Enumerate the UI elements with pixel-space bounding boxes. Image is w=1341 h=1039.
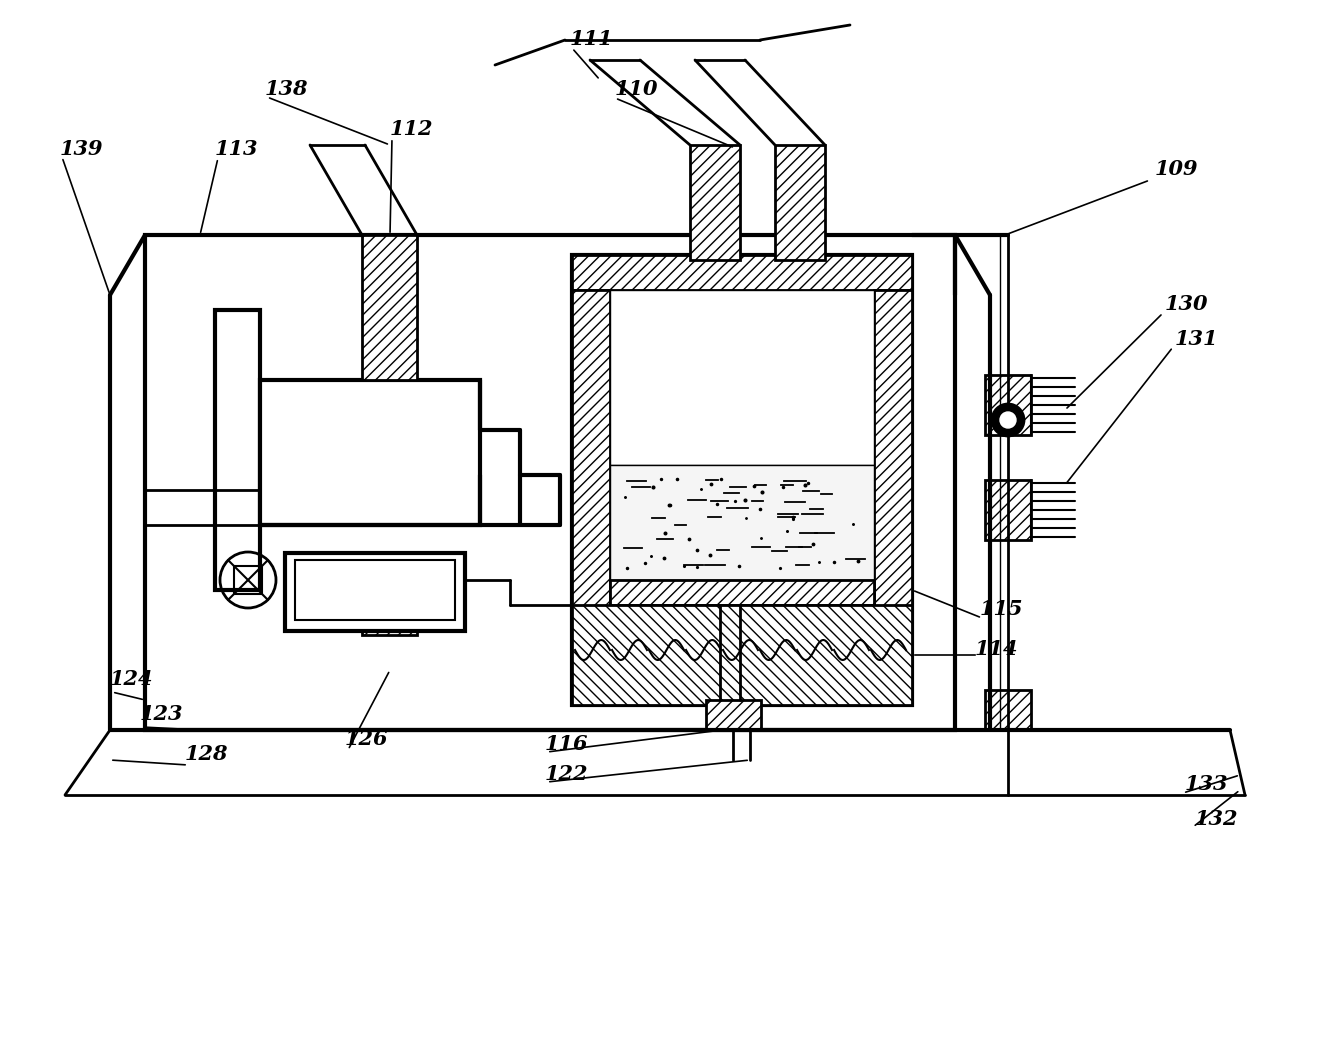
Bar: [775, 145, 825, 260]
Bar: [145, 235, 955, 730]
Text: 133: 133: [1185, 774, 1228, 794]
Text: 130: 130: [1165, 294, 1208, 314]
Text: 126: 126: [345, 729, 389, 749]
Text: 139: 139: [60, 139, 103, 159]
Text: 132: 132: [1195, 809, 1239, 829]
Text: 112: 112: [390, 119, 433, 139]
Bar: [573, 255, 912, 290]
Circle shape: [1000, 412, 1016, 428]
Bar: [610, 290, 874, 465]
Circle shape: [992, 404, 1025, 436]
Text: 110: 110: [616, 79, 658, 99]
Bar: [215, 310, 260, 590]
Bar: [286, 553, 465, 631]
Bar: [986, 375, 1031, 435]
Text: 131: 131: [1175, 329, 1219, 349]
Text: 124: 124: [110, 669, 153, 689]
Text: 138: 138: [266, 79, 308, 99]
Text: 123: 123: [139, 704, 184, 724]
Bar: [610, 465, 874, 580]
Bar: [362, 235, 417, 380]
Text: 116: 116: [544, 734, 589, 754]
Bar: [874, 290, 912, 635]
Bar: [362, 590, 417, 635]
Bar: [573, 290, 610, 635]
Bar: [610, 580, 874, 605]
Bar: [573, 605, 912, 705]
Text: 122: 122: [544, 764, 589, 784]
Text: 111: 111: [570, 29, 613, 49]
Bar: [573, 255, 912, 705]
Bar: [260, 380, 480, 525]
Bar: [691, 145, 740, 260]
Bar: [233, 566, 261, 594]
Text: 114: 114: [975, 639, 1019, 659]
Bar: [295, 560, 455, 620]
Text: 115: 115: [980, 600, 1023, 619]
Bar: [986, 480, 1031, 540]
Bar: [986, 690, 1031, 730]
Text: 113: 113: [215, 139, 259, 159]
Bar: [705, 700, 760, 730]
Text: 109: 109: [1155, 159, 1199, 179]
Text: 128: 128: [185, 744, 228, 764]
